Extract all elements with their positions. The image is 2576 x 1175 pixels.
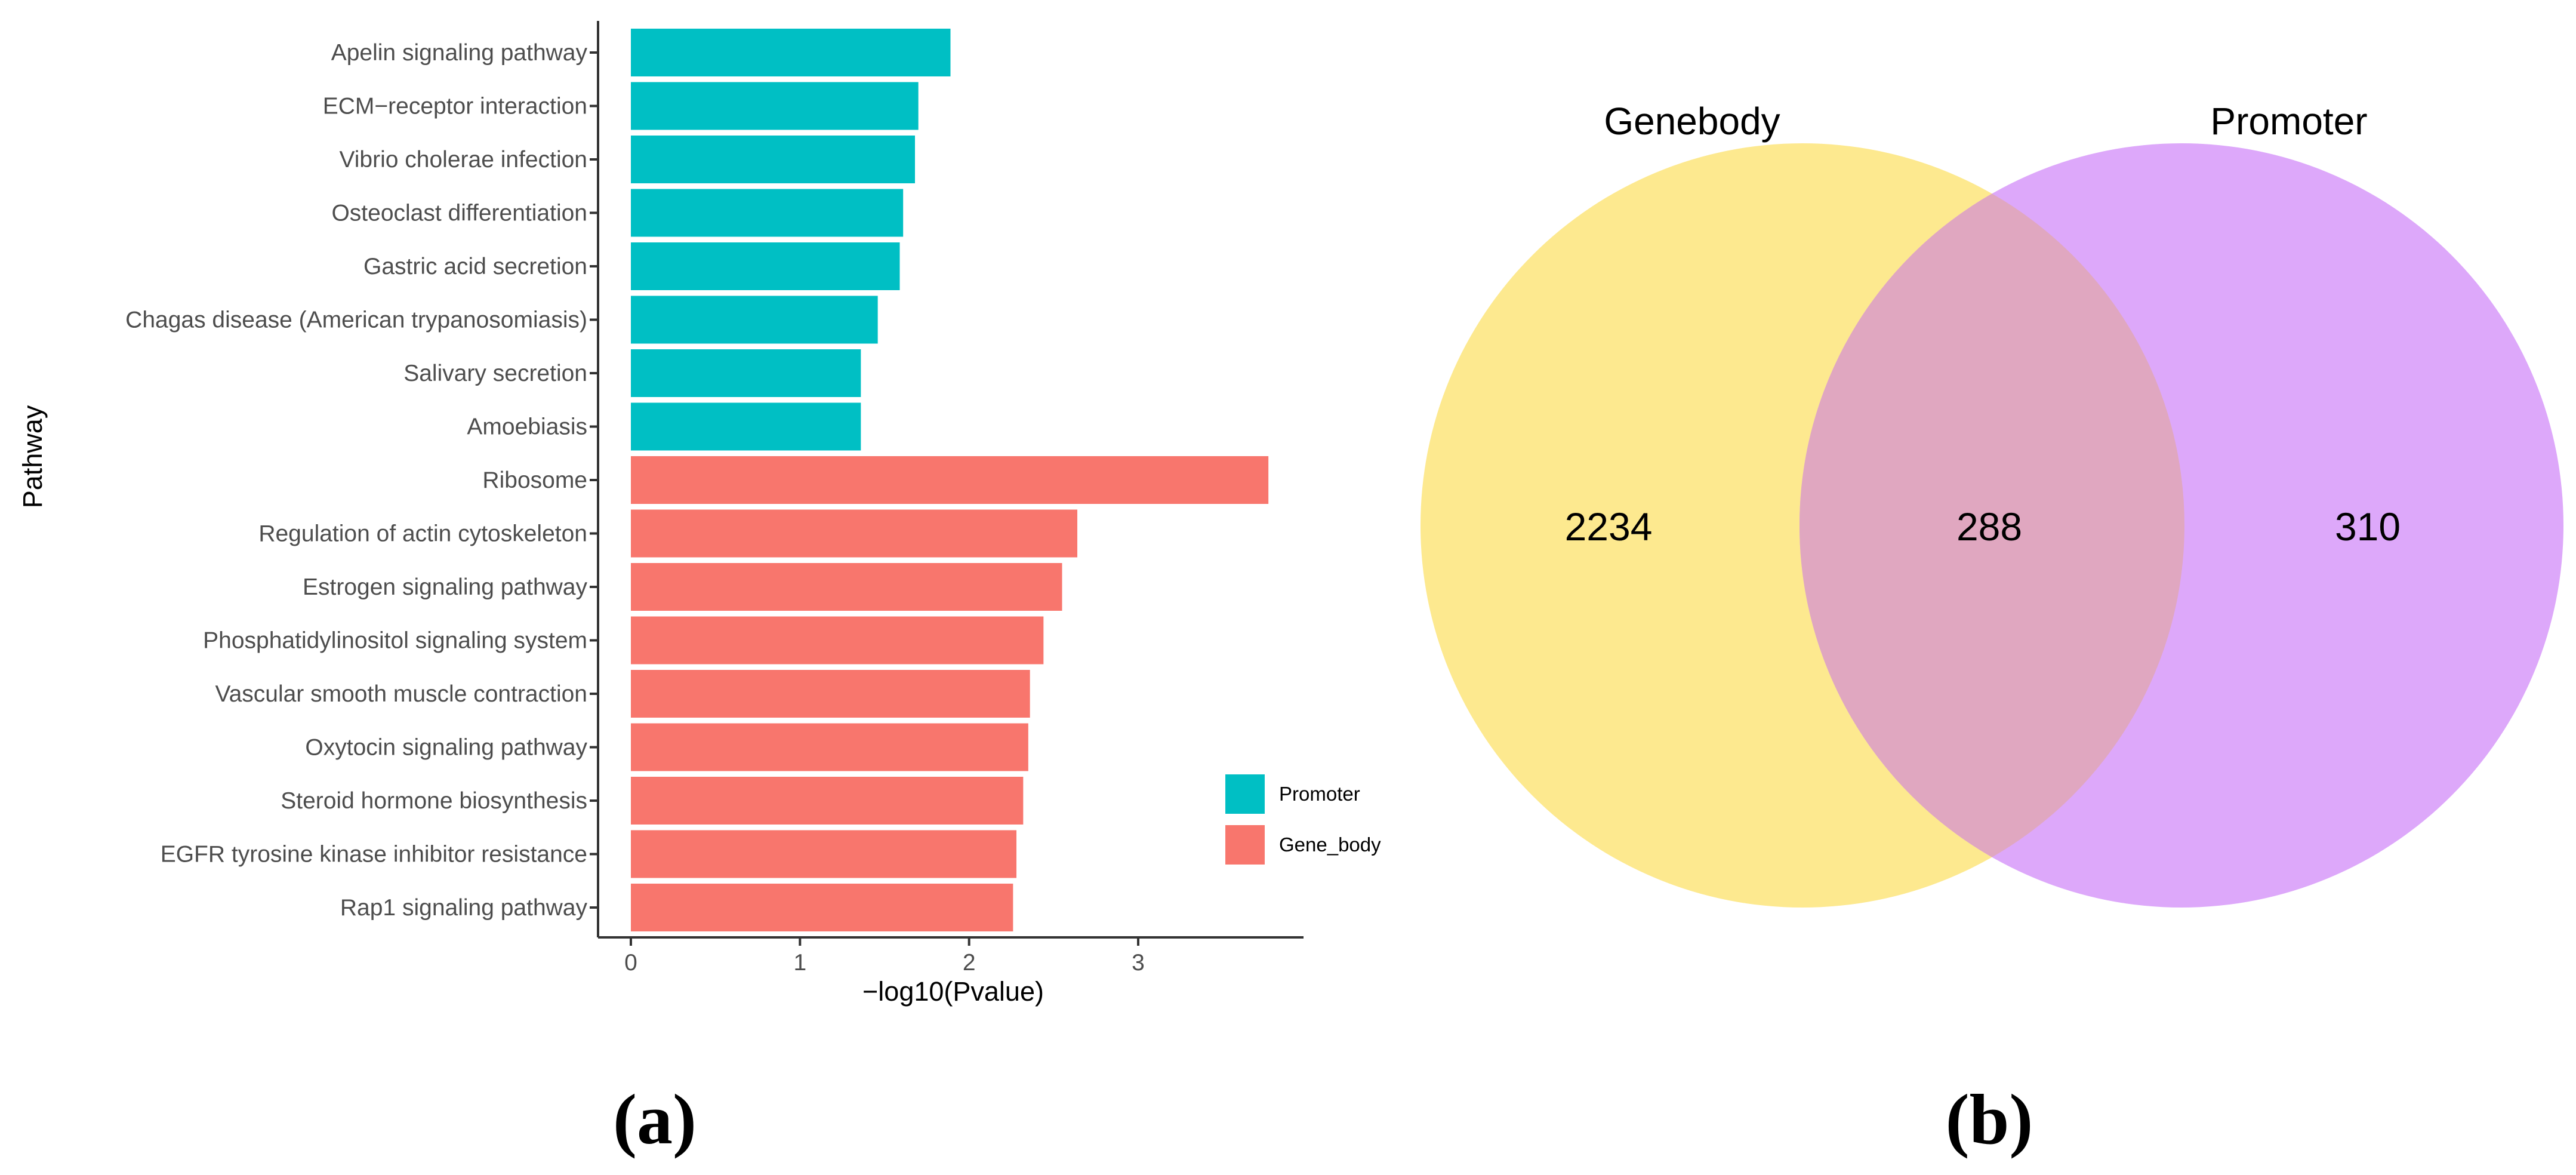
bar-chart-panel: Pathway Apelin signaling pathway ECM−rece… xyxy=(17,21,1381,1159)
category-label: Amoebiasis xyxy=(467,414,587,440)
bar xyxy=(631,884,1013,931)
bar xyxy=(631,456,1269,504)
venn-set-label-promoter: Promoter xyxy=(2210,100,2367,143)
bar xyxy=(631,616,1044,665)
venn-count-genebody-only: 2234 xyxy=(1565,505,1653,549)
category-label: Vascular smooth muscle contraction xyxy=(215,681,587,707)
category-label: Apelin signaling pathway xyxy=(331,40,588,66)
bar xyxy=(631,830,1016,878)
legend-swatch xyxy=(1225,825,1265,865)
venn-intersection xyxy=(1799,193,2184,857)
category-label: Chagas disease (American trypanosomiasis… xyxy=(125,307,587,333)
x-axis-title: −log10(Pvalue) xyxy=(862,976,1044,1007)
category-label: Regulation of actin cytoskeleton xyxy=(258,521,587,547)
bar xyxy=(631,136,915,183)
x-tick-label: 3 xyxy=(1132,950,1145,976)
category-label: Phosphatidylinositol signaling system xyxy=(203,628,587,654)
bar xyxy=(631,402,861,451)
bar xyxy=(631,723,1028,771)
category-label: Salivary secretion xyxy=(403,361,587,386)
bar xyxy=(631,670,1030,718)
bar xyxy=(631,777,1024,825)
panel-label-a: (a) xyxy=(613,1079,697,1159)
legend-label: Promoter xyxy=(1279,783,1360,805)
category-label: Ribosome xyxy=(482,467,587,493)
legend-label: Gene_body xyxy=(1279,833,1381,856)
bar xyxy=(631,29,951,76)
category-label: Osteoclast differentiation xyxy=(331,201,587,226)
category-label: Steroid hormone biosynthesis xyxy=(281,788,587,814)
legend: Promoter Gene_body xyxy=(1225,774,1381,865)
bar xyxy=(631,509,1077,558)
venn-count-intersection: 288 xyxy=(1956,505,2022,549)
x-tick-label: 0 xyxy=(624,950,637,976)
bar xyxy=(631,349,861,397)
category-labels: Apelin signaling pathway ECM−receptor int… xyxy=(125,40,587,921)
bar xyxy=(631,242,900,290)
category-label: Rap1 signaling pathway xyxy=(340,895,588,921)
category-label: ECM−receptor interaction xyxy=(323,94,587,119)
category-label: Estrogen signaling pathway xyxy=(303,574,587,600)
x-axis-ticks: 0 1 2 3 xyxy=(624,937,1145,976)
x-tick-label: 2 xyxy=(963,950,976,976)
panel-label-b: (b) xyxy=(1946,1079,2033,1159)
bar xyxy=(631,296,878,344)
category-label: EGFR tyrosine kinase inhibitor resistanc… xyxy=(161,842,587,868)
bar xyxy=(631,82,919,130)
venn-count-promoter-only: 310 xyxy=(2335,505,2401,549)
bar xyxy=(631,563,1062,611)
venn-diagram-panel: Genebody Promoter 2234 288 310 (b) xyxy=(1421,100,2563,1159)
category-label: Vibrio cholerae infection xyxy=(339,147,587,173)
venn-set-label-genebody: Genebody xyxy=(1604,100,1780,143)
category-tick-marks xyxy=(590,51,598,909)
category-label: Oxytocin signaling pathway xyxy=(305,735,587,761)
x-tick-label: 1 xyxy=(793,950,806,976)
y-axis-title: Pathway xyxy=(17,405,48,508)
bar xyxy=(631,189,904,237)
bars-group xyxy=(631,29,1269,931)
category-label: Gastric acid secretion xyxy=(363,254,587,279)
legend-swatch xyxy=(1225,774,1265,814)
